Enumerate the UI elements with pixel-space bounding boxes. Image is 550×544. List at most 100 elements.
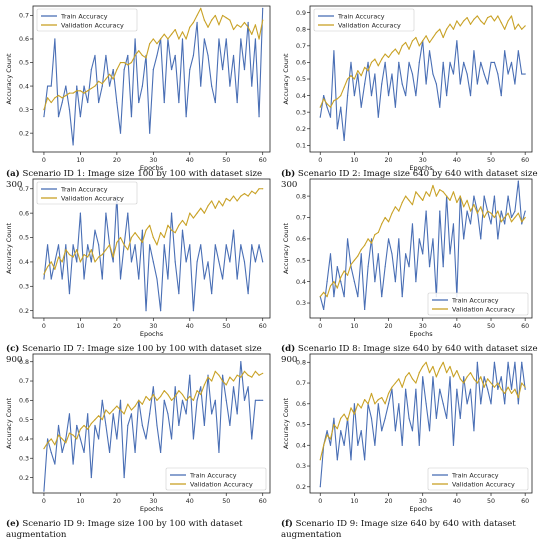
data-point-validation-d [439,189,441,191]
data-point-validation-c [163,236,165,239]
data-point-validation-e [174,395,176,398]
data-point-validation-e [181,393,184,396]
data-point-validation-c [251,190,253,192]
data-point-train-a [225,38,227,40]
data-point-validation-a [200,7,202,9]
data-point-validation-f [446,372,448,374]
data-point-validation-e [218,374,220,376]
data-point-validation-c [192,217,195,219]
data-point-train-f [377,403,379,405]
data-point-validation-e [232,380,235,382]
data-point-train-a [203,38,205,40]
data-point-train-c [211,293,213,295]
data-point-train-e [225,399,227,401]
data-point-train-a [181,38,184,40]
chart-a: 0 10 20 30 40 50 60 0.2 0.3 0.4 0.5 0.6 0.7 Epochs Acc… [5,5,271,172]
data-point-train-b [367,61,369,64]
data-point-train-d [483,195,485,197]
data-point-validation-b [387,56,390,59]
data-point-train-f [391,388,393,390]
data-point-validation-f [500,388,502,390]
data-point-validation-c [72,256,74,258]
data-point-validation-f [487,378,489,380]
data-point-train-d [425,210,427,212]
data-point-validation-d [353,259,355,261]
data-point-validation-c [181,219,184,222]
data-point-validation-d [473,204,475,206]
data-point-validation-d [442,191,444,193]
data-point-validation-e [65,442,67,444]
data-point-validation-a [149,43,151,45]
data-point-validation-c [119,236,122,239]
data-point-train-d [428,266,431,268]
data-point-train-a [156,54,158,57]
caption-a: (a) Scenario ID 1: Image size 100 by 100… [6,169,263,190]
data-point-validation-e [68,432,71,434]
data-point-validation-f [439,367,441,370]
data-point-train-d [353,281,355,283]
data-point-validation-c [94,261,96,263]
data-point-train-a [79,116,81,118]
data-point-train-d [432,238,434,240]
data-point-validation-a [170,33,173,35]
data-point-validation-b [514,28,516,30]
data-point-validation-b [442,36,444,39]
data-point-train-c [203,278,205,280]
x-tick-label-c: 40 [186,323,194,330]
data-point-train-f [353,403,355,405]
x-tick-label-f: 20 [385,498,393,505]
data-point-train-c [251,244,253,246]
data-point-validation-c [262,188,264,190]
data-point-train-a [152,68,154,71]
data-point-train-e [61,451,63,454]
data-point-train-f [340,430,342,432]
data-point-train-e [130,413,133,415]
data-point-train-c [61,278,63,280]
data-point-validation-d [463,206,465,208]
data-point-validation-c [229,200,231,202]
data-point-validation-f [364,399,366,401]
data-point-validation-e [83,424,85,427]
data-point-validation-d [446,195,448,197]
data-point-validation-d [521,221,523,223]
data-point-validation-a [68,92,71,94]
data-point-validation-a [130,61,133,64]
data-point-validation-e [57,434,60,436]
legend-label-validation-f: Validation Accuracy [452,480,515,488]
data-point-validation-b [329,106,332,108]
data-point-train-c [254,261,257,263]
data-point-train-f [497,388,499,390]
data-point-train-a [229,85,231,87]
data-point-train-f [428,430,431,432]
data-point-validation-b [446,28,448,30]
data-point-train-d [336,266,338,268]
data-point-train-d [411,223,414,225]
data-point-validation-c [247,195,249,197]
y-tick-label-b: 0.3 [296,109,306,116]
data-point-train-e [90,476,92,479]
y-tick-label-d: 0.4 [296,279,306,286]
data-point-train-c [83,278,85,280]
data-point-validation-e [156,399,158,401]
x-tick-label-b: 40 [453,157,461,164]
data-point-validation-c [65,249,67,251]
y-tick-label-d: 0.8 [296,193,306,200]
data-point-validation-b [333,99,335,102]
data-point-train-e [200,386,202,388]
data-point-validation-d [452,191,455,193]
data-point-validation-e [185,399,187,401]
data-point-train-a [65,85,67,87]
caption-d: (d) Scenario ID 8: Image size 640 by 640… [281,344,538,365]
data-point-train-a [254,38,257,40]
y-tick-label-e: 0.6 [19,398,29,405]
data-point-train-d [473,195,475,197]
data-point-validation-a [258,38,260,40]
data-point-train-c [236,278,238,280]
data-point-validation-b [432,36,434,39]
data-point-validation-d [504,216,506,219]
data-point-train-a [61,101,63,104]
data-point-train-a [90,68,92,71]
legend-label-validation-b: Validation Accuracy [338,21,401,29]
data-point-train-c [258,244,260,246]
